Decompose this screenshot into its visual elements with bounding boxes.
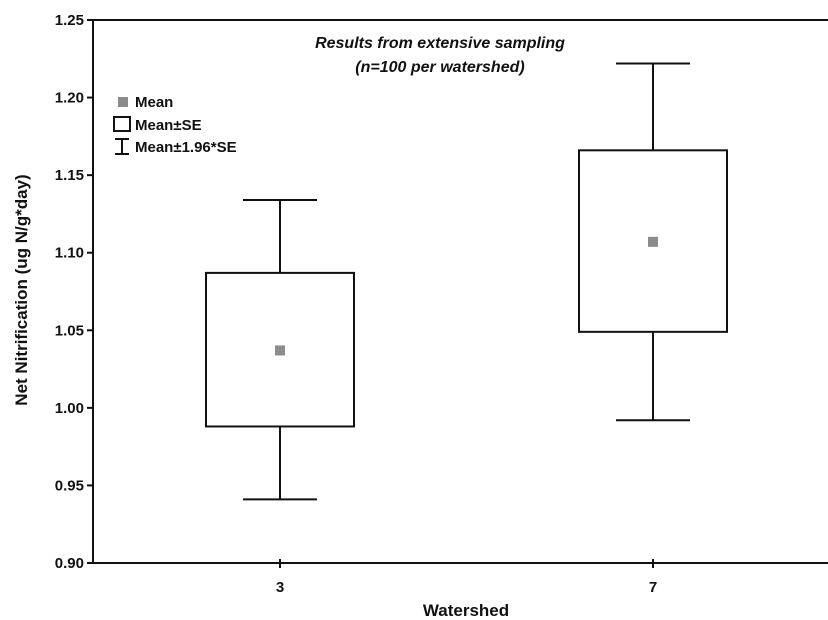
legend-box-icon (113, 116, 131, 132)
legend-whisker-icon (115, 138, 129, 155)
mean-marker-7 (648, 236, 658, 247)
y-tick-label-6: 1.20 (55, 90, 84, 107)
annotation-line-1: Results from extensive sampling (315, 35, 565, 52)
y-tick-label-5: 1.15 (55, 167, 84, 184)
annotation-line-2: (n=100 per watershed) (355, 59, 524, 76)
y-tick-label-7: 1.25 (55, 12, 84, 29)
legend-label-mean-ci: Mean±1.96*SE (135, 139, 237, 156)
mean-marker-3 (275, 345, 285, 356)
y-tick-label-0: 0.90 (55, 555, 84, 572)
plot-frame (92, 19, 828, 564)
x-tick-label-1: 7 (649, 579, 657, 596)
series-group-3 (205, 198, 355, 501)
x-tick-label-0: 3 (276, 579, 284, 596)
y-tick-label-4: 1.10 (55, 245, 84, 262)
y-axis: 0.90 0.95 1.00 1.05 1.10 1.15 1.20 1.25 (55, 12, 93, 572)
y-tick-label-3: 1.05 (55, 322, 84, 339)
series-layer (205, 62, 728, 501)
legend-label-mean: Mean (135, 94, 173, 111)
legend-mean-marker-icon (118, 97, 128, 107)
x-axis-title: Watershed (423, 601, 509, 620)
y-tick-label-2: 1.00 (55, 400, 84, 417)
legend: Mean Mean±SE Mean±1.96*SE (113, 94, 237, 156)
y-axis-title: Net Nitrification (ug N/g*day) (12, 174, 31, 405)
legend-label-mean-se: Mean±SE (135, 117, 202, 134)
series-group-7 (578, 62, 728, 422)
y-tick-label-1: 0.95 (55, 477, 84, 494)
